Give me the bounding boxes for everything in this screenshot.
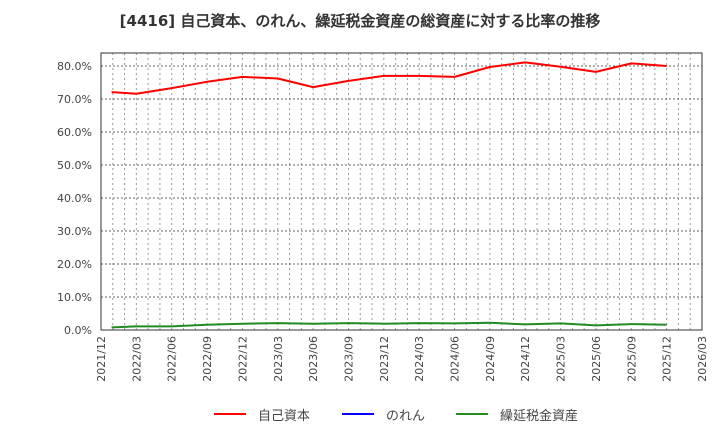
y-tick-label: 60.0% [57,126,92,139]
x-tick-label: 2023/06 [307,336,320,382]
x-tick-label: 2024/06 [449,336,462,382]
x-tick-label: 2024/12 [519,336,532,382]
y-tick-label: 10.0% [57,291,92,304]
series-line [111,321,667,329]
x-tick-label: 2022/06 [166,336,179,382]
x-tick-label: 2025/12 [661,336,674,382]
x-tick-label: 2025/09 [625,336,638,382]
x-tick-label: 2025/06 [590,336,603,382]
x-tick-label: 2023/03 [272,336,285,382]
legend-label: のれん [386,408,426,424]
x-tick-label: 2025/03 [555,336,568,382]
legend-item-goodwill: のれん [342,402,425,426]
y-tick-label: 50.0% [57,159,92,172]
y-axis-ticks: 0.0% 10.0% 20.0% 30.0% 40.0% 50.0% 60.0% 70.0% 8… [57,60,92,337]
legend-item-deferred-tax: 繰延税金資産 [456,402,578,426]
x-tick-label: 2023/12 [378,336,391,382]
legend-label: 繰延税金資産 [500,408,579,424]
x-tick-label: 2022/09 [201,336,214,382]
legend: 自己資本 のれん 繰延税金資産 [0,402,720,426]
grid-lines [101,53,702,330]
series-lines [111,61,667,329]
legend-swatch-green [456,413,488,415]
legend-swatch-red [214,413,246,415]
y-tick-label: 80.0% [57,60,92,73]
y-tick-label: 0.0% [64,324,92,337]
y-tick-label: 40.0% [57,192,92,205]
x-tick-label: 2022/12 [236,336,249,382]
x-axis-ticks: 2021/12 2022/03 2022/06 2022/09 2022/12 2023/… [95,336,709,382]
x-tick-label: 2026/03 [696,336,709,382]
legend-item-equity: 自己資本 [214,402,310,426]
x-tick-label: 2024/09 [484,336,497,382]
x-tick-label: 2023/09 [342,336,355,382]
chart-title: [4416] 自己資本、のれん、繰延税金資産の総資産に対する比率の推移 [119,12,601,30]
y-tick-label: 70.0% [57,93,92,106]
plot-area-border [100,52,703,331]
x-tick-label: 2022/03 [130,336,143,382]
series-line [111,61,667,95]
legend-swatch-blue [342,413,374,415]
x-tick-label: 2021/12 [95,336,108,382]
y-tick-label: 20.0% [57,258,92,271]
x-tick-label: 2024/03 [413,336,426,382]
legend-label: 自己資本 [258,408,311,424]
y-tick-label: 30.0% [57,225,92,238]
